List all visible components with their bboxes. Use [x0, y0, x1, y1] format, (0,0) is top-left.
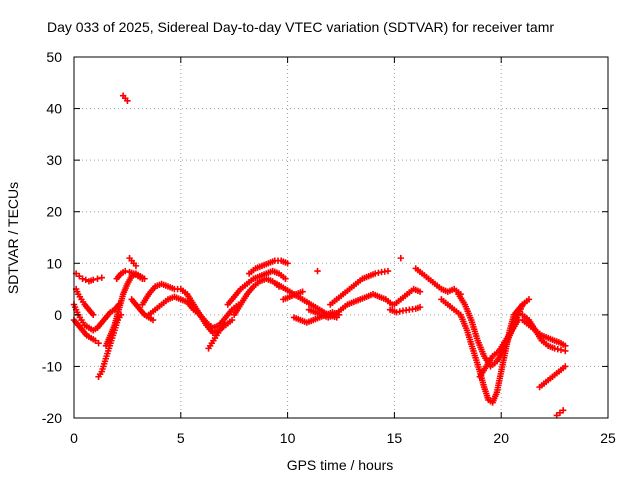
y-tick-label: -20: [42, 410, 62, 426]
x-tick-label: 15: [387, 430, 403, 446]
data-points: [70, 92, 569, 419]
chart-title: Day 033 of 2025, Sidereal Day-to-day VTE…: [47, 19, 554, 35]
y-tick-label: -10: [42, 358, 62, 374]
x-axis-label: GPS time / hours: [287, 457, 394, 473]
data-point: [90, 311, 97, 319]
x-tick-label: 20: [493, 430, 509, 446]
y-tick-labels: -20 -10 0 10 20 30 40 50: [42, 49, 62, 426]
data-point: [384, 267, 392, 275]
data-point: [299, 288, 306, 295]
data-point: [416, 288, 424, 295]
plot-frame: [73, 56, 609, 419]
data-point: [221, 319, 228, 326]
x-tick-label: 0: [70, 430, 78, 446]
x-tick-label: 10: [280, 430, 296, 446]
data-point: [525, 296, 533, 303]
data-point: [559, 407, 567, 414]
data-point: [314, 267, 321, 275]
x-tick-label: 25: [600, 430, 616, 446]
y-tick-label: 20: [46, 204, 62, 220]
data-point: [92, 337, 99, 344]
data-point: [98, 274, 105, 281]
data-point: [139, 275, 146, 282]
data-point: [76, 272, 83, 280]
data-point: [397, 254, 405, 262]
data-point: [79, 275, 86, 282]
data-point: [90, 276, 97, 283]
data-point: [124, 97, 131, 105]
data-point: [556, 409, 564, 417]
data-point: [149, 316, 157, 324]
data-point: [416, 303, 424, 311]
data-point: [95, 340, 102, 347]
y-tick-label: 0: [54, 307, 62, 323]
grid-lines: [74, 57, 608, 418]
axis-ticks: [73, 56, 609, 419]
x-tick-label: 5: [177, 430, 185, 446]
data-point: [284, 260, 291, 267]
y-tick-label: 40: [46, 101, 62, 117]
y-tick-label: 10: [46, 255, 62, 271]
y-tick-label: 50: [46, 49, 62, 65]
data-point: [122, 267, 129, 275]
data-point: [282, 275, 289, 282]
y-axis-label: SDTVAR / TECUs: [5, 182, 21, 294]
data-point: [562, 347, 569, 355]
data-point: [132, 262, 140, 270]
data-point: [557, 346, 565, 354]
data-point: [228, 316, 236, 324]
data-point: [94, 275, 101, 282]
data-point: [82, 276, 89, 283]
data-point: [562, 363, 569, 370]
x-tick-labels: 0 5 10 15 20 25: [70, 430, 616, 446]
y-tick-label: 30: [46, 152, 62, 168]
